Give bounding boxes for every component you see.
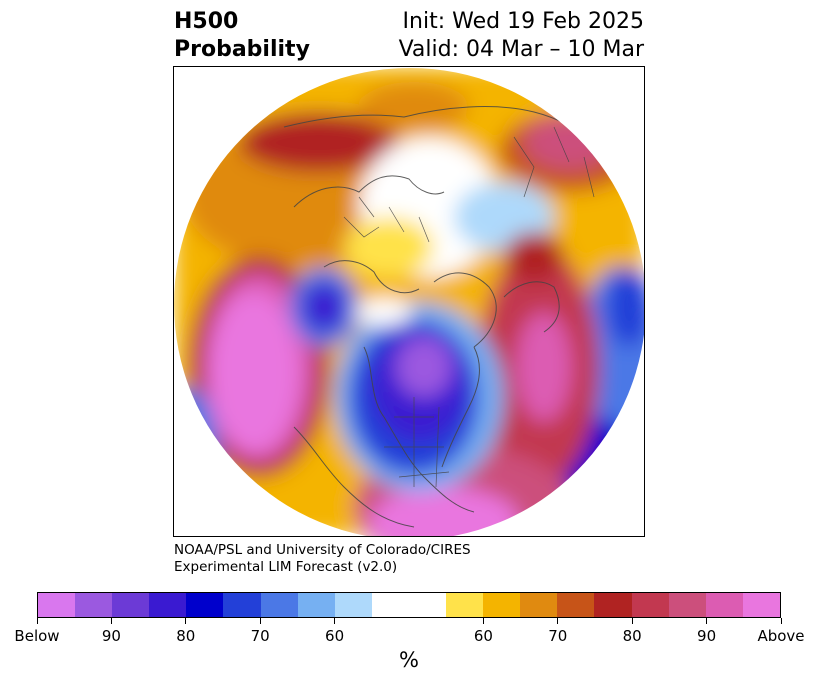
colorbar-tick: [482, 618, 484, 624]
coastline-north-america: [363, 346, 475, 513]
colorbar-tick-label: 80: [622, 627, 642, 645]
colorbar-tick: [631, 618, 633, 624]
colorbar-segment: [149, 593, 187, 617]
coastline-mexico: [293, 426, 415, 528]
colorbar-segment: [112, 593, 150, 617]
coastline-siberia: [323, 260, 420, 294]
colorbar-tick: [706, 618, 708, 624]
colorbar-tick-label: 70: [548, 627, 568, 645]
credit-line-2: Experimental LIM Forecast (v2.0): [174, 559, 398, 575]
title-right: Init: Wed 19 Feb 2025 Valid: 04 Mar – 10…: [399, 8, 644, 64]
colorbar-segment: [705, 593, 743, 617]
colorbar-tick-label: 80: [176, 627, 196, 645]
yellow-arctic: [344, 217, 434, 277]
colorbar-segment: [297, 593, 335, 617]
valid-range: Valid: 04 Mar – 10 Mar: [398, 37, 644, 62]
colorbar-segment: [446, 593, 484, 617]
polar-map: [174, 68, 644, 536]
colorbar-tick-label: 60: [473, 627, 493, 645]
colorbar-segment: [38, 593, 76, 617]
colorbar-tick: [780, 618, 782, 624]
blue-east-core: [607, 267, 644, 347]
colorbar-segment: [483, 593, 521, 617]
country-borders-europe: [513, 126, 595, 198]
colorbar-tick-label: 70: [250, 627, 270, 645]
colorbar-segment: [223, 593, 261, 617]
coastline-europe: [503, 281, 560, 333]
colorbar-segment: [668, 593, 706, 617]
magenta-pacific: [209, 292, 299, 452]
state-borders: [384, 397, 450, 488]
colorbar-tick: [557, 618, 559, 624]
colorbar-segment: [594, 593, 632, 617]
colorbar-tick: [185, 618, 187, 624]
colorbar-unit: %: [399, 648, 419, 672]
colorbar-tick: [259, 618, 261, 624]
blue-nw-core: [302, 282, 346, 332]
colorbar-tick: [36, 618, 38, 624]
map-panel: [173, 66, 645, 537]
colorbar-tick-label: Below: [14, 627, 60, 645]
colorbar-tick-label: 60: [325, 627, 345, 645]
colorbar-tick-label: 90: [697, 627, 717, 645]
colorbar-segment: [334, 593, 372, 617]
colorbar-segment: [260, 593, 298, 617]
magenta-south: [369, 487, 519, 536]
init-date: Init: Wed 19 Feb 2025: [402, 9, 644, 34]
colorbar-segment: [557, 593, 595, 617]
red-center-nw: [239, 112, 399, 172]
title-variable: H500: [174, 9, 239, 34]
coastline-arctic: [293, 175, 445, 208]
neutral-notch: [356, 298, 412, 326]
colorbar-segment: [371, 593, 447, 617]
orange-north: [359, 82, 469, 132]
credit-text: NOAA/PSL and University of Colorado/CIRE…: [174, 542, 471, 576]
country-borders-asia: [343, 196, 430, 243]
colorbar-segment: [75, 593, 113, 617]
colorbar-segment: [631, 593, 669, 617]
colorbar-tick-label: Above: [757, 627, 805, 645]
red-europe: [504, 232, 564, 282]
pink-atlantic: [516, 312, 572, 422]
colorbar-segment: [186, 593, 224, 617]
credit-line-1: NOAA/PSL and University of Colorado/CIRE…: [174, 542, 471, 558]
title-left: H500 Probability: [174, 8, 310, 64]
colorbar-tick: [334, 618, 336, 624]
coastline-hudson: [441, 346, 480, 468]
colorbar-tick: [110, 618, 112, 624]
colorbar: [37, 592, 781, 618]
title-quantity: Probability: [174, 37, 310, 62]
colorbar-segment: [520, 593, 558, 617]
coastline-greenland: [433, 272, 497, 348]
purple-trough-core: [396, 337, 452, 397]
colorbar-tick-label: 90: [101, 627, 121, 645]
colorbar-segment: [742, 593, 780, 617]
